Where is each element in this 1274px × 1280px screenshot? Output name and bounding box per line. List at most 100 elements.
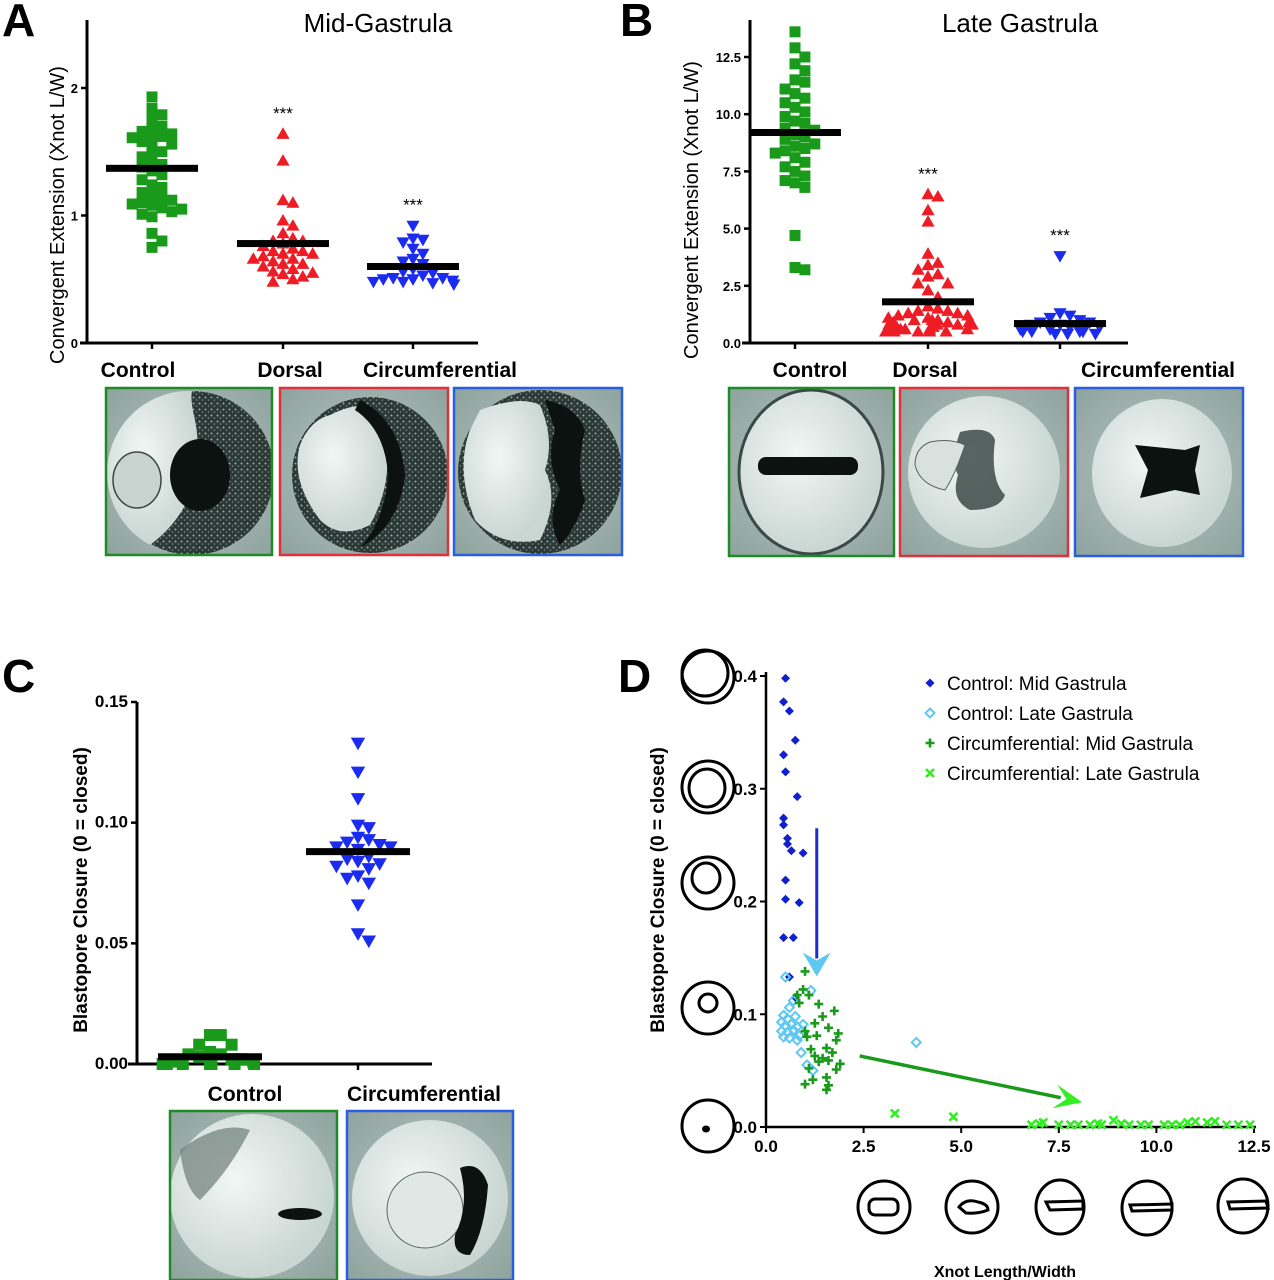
data-point bbox=[156, 131, 167, 142]
data-point bbox=[276, 214, 289, 226]
data-point bbox=[912, 1038, 921, 1047]
data-point bbox=[797, 1048, 806, 1057]
significance-label: *** bbox=[1050, 226, 1070, 245]
xnot-outline-icon-1 bbox=[858, 1181, 910, 1233]
mean-line bbox=[1014, 320, 1106, 327]
data-point bbox=[921, 284, 934, 296]
data-point bbox=[921, 204, 934, 216]
series-circumferential-mid-gastrula bbox=[793, 967, 845, 1094]
data-point bbox=[147, 211, 158, 222]
xnot-outline-icon-3 bbox=[1036, 1180, 1084, 1234]
legend-item: Circumferential: Late Gastrula bbox=[926, 764, 1200, 785]
panel-letter-a: A bbox=[2, 0, 35, 46]
x-tick-label: 2.5 bbox=[852, 1137, 876, 1156]
data-point bbox=[351, 767, 365, 780]
legend-marker-icon bbox=[926, 679, 935, 688]
data-point bbox=[789, 933, 798, 942]
data-point bbox=[812, 1031, 821, 1040]
data-point bbox=[790, 166, 801, 177]
data-point bbox=[809, 138, 820, 149]
data-point bbox=[799, 985, 808, 994]
category-label: Circumferential bbox=[347, 1083, 501, 1106]
mean-line bbox=[237, 240, 329, 247]
data-point bbox=[367, 277, 380, 289]
legend-marker-icon bbox=[926, 709, 935, 718]
embryo-image-control-late bbox=[729, 388, 894, 556]
data-point bbox=[799, 93, 810, 104]
data-point bbox=[137, 126, 148, 137]
embryo-image-circumferential-mid bbox=[454, 388, 622, 555]
y-tick-label: 0 bbox=[71, 336, 78, 351]
data-point bbox=[137, 174, 148, 185]
data-point bbox=[156, 236, 167, 247]
data-point bbox=[137, 197, 148, 208]
data-point bbox=[406, 221, 419, 233]
data-point bbox=[790, 102, 801, 113]
y-axis-label-b: Convergent Extension (Xnot L/W) bbox=[681, 61, 703, 359]
embryo-image-circumferential-late bbox=[1075, 388, 1243, 556]
data-point bbox=[781, 674, 790, 683]
data-point bbox=[147, 134, 158, 145]
data-point bbox=[814, 1000, 823, 1009]
data-point bbox=[276, 127, 289, 139]
panel-d: D Blastopore Closure (0 = closed) Xnot L… bbox=[618, 650, 1271, 1280]
data-point bbox=[397, 237, 410, 249]
embryo-image-circumferential-c bbox=[347, 1111, 513, 1280]
data-point bbox=[1025, 327, 1038, 339]
y-tick-label: 0.15 bbox=[95, 692, 128, 711]
data-point bbox=[780, 161, 791, 172]
data-point bbox=[147, 113, 158, 124]
legend-item: Control: Mid Gastrula bbox=[926, 674, 1127, 695]
category-label: Control bbox=[101, 359, 176, 382]
data-point bbox=[147, 91, 158, 102]
data-point bbox=[921, 215, 934, 227]
data-point bbox=[340, 873, 354, 886]
x-tick-label: 10.0 bbox=[1140, 1137, 1173, 1156]
data-point bbox=[779, 933, 788, 942]
outline-icon-00 bbox=[682, 1100, 734, 1152]
axes-a: 012 bbox=[71, 20, 478, 351]
legend-label: Control: Mid Gastrula bbox=[947, 674, 1127, 695]
data-point bbox=[1184, 1118, 1192, 1126]
data-point bbox=[780, 111, 791, 122]
y-axis-label-d: Blastopore Closure (0 = closed) bbox=[648, 747, 669, 1033]
data-point bbox=[822, 1073, 831, 1082]
y-tick-label: 0.4 bbox=[733, 667, 757, 686]
legend-d: Control: Mid GastrulaControl: Late Gastr… bbox=[926, 674, 1200, 785]
series-control-mid-gastrula bbox=[779, 674, 808, 1002]
data-point bbox=[1061, 329, 1074, 341]
data-point bbox=[790, 141, 801, 152]
data-point bbox=[810, 1019, 819, 1028]
series-control bbox=[106, 91, 198, 252]
data-point bbox=[790, 262, 801, 273]
series-circumferential bbox=[306, 738, 410, 948]
chart-title-a: Mid-Gastrula bbox=[304, 8, 453, 38]
data-point bbox=[921, 259, 934, 271]
mean-line bbox=[106, 165, 198, 172]
data-point bbox=[127, 199, 138, 210]
data-point bbox=[790, 26, 801, 37]
category-label: Circumferential bbox=[1081, 359, 1235, 382]
data-point bbox=[799, 264, 810, 275]
data-point bbox=[156, 146, 167, 157]
data-point bbox=[891, 1109, 899, 1117]
y-axis-label-a: Convergent Extension (Xnot L/W) bbox=[47, 66, 69, 364]
data-point bbox=[799, 143, 810, 154]
data-point bbox=[780, 145, 791, 156]
data-point bbox=[941, 304, 954, 316]
data-point bbox=[1203, 1118, 1211, 1126]
data-point bbox=[147, 179, 158, 190]
data-point bbox=[447, 279, 460, 291]
mean-line bbox=[367, 263, 459, 270]
x-tick-label: 0.0 bbox=[754, 1137, 778, 1156]
data-point bbox=[801, 967, 810, 976]
data-point bbox=[156, 182, 167, 193]
data-point bbox=[166, 206, 177, 217]
y-tick-label: 0.3 bbox=[733, 780, 757, 799]
panel-b: B Late Gastrula Convergent Extension (Xn… bbox=[620, 0, 1243, 556]
data-point bbox=[799, 52, 810, 63]
data-point bbox=[147, 144, 158, 155]
data-point bbox=[822, 1044, 831, 1053]
data-point bbox=[362, 936, 376, 949]
data-point bbox=[362, 863, 376, 876]
